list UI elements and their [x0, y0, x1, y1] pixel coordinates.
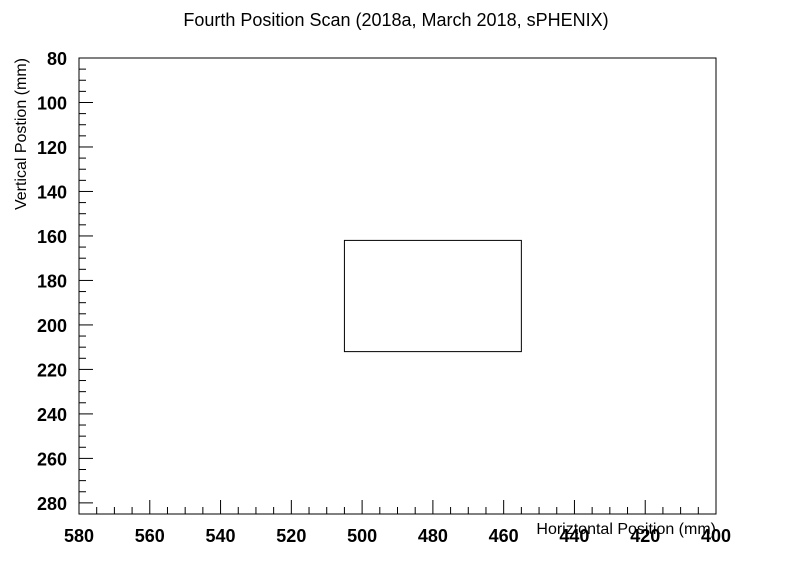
x-tick-label: 560 [135, 526, 165, 546]
y-tick-label: 100 [37, 93, 67, 113]
x-tick-label: 580 [64, 526, 94, 546]
y-axis-tick-labels: 80 100 120 140 160 180 200 220 240 260 280 [37, 49, 67, 514]
y-tick-label: 180 [37, 271, 67, 291]
x-tick-label: 500 [347, 526, 377, 546]
x-tick-label: 480 [418, 526, 448, 546]
y-tick-label: 240 [37, 405, 67, 425]
scan-region-box [343, 239, 522, 353]
plot-frame [78, 57, 717, 515]
x-tick-label: 420 [630, 526, 660, 546]
x-tick-label: 540 [206, 526, 236, 546]
chart-title: Fourth Position Scan (2018a, March 2018,… [183, 10, 608, 30]
x-axis-title: Horiztontal Position (mm) [536, 521, 716, 538]
x-axis-tick-labels: 580 560 540 520 500 480 460 440 420 400 [64, 526, 731, 546]
x-tick-label: 440 [559, 526, 589, 546]
y-tick-label: 220 [37, 360, 67, 380]
y-axis-ticks [79, 57, 93, 515]
x-tick-label: 460 [489, 526, 519, 546]
x-axis-ticks [78, 500, 717, 514]
y-tick-label: 280 [37, 494, 67, 514]
y-tick-label: 260 [37, 449, 67, 469]
x-tick-label: 520 [276, 526, 306, 546]
x-tick-label: 400 [701, 526, 731, 546]
y-tick-label: 80 [47, 49, 67, 69]
y-tick-label: 120 [37, 138, 67, 158]
y-tick-label: 160 [37, 227, 67, 247]
y-tick-label: 200 [37, 316, 67, 336]
y-tick-label: 140 [37, 182, 67, 202]
scan-regions [343, 239, 522, 353]
y-axis-title: Vertical Postion (mm) [13, 58, 30, 210]
